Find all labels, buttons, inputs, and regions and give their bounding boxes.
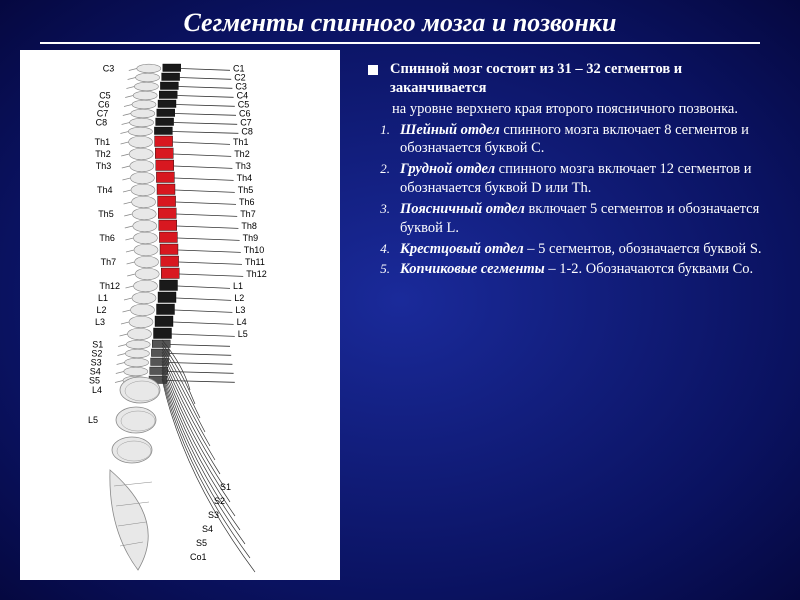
svg-text:L3: L3 — [95, 317, 105, 327]
svg-text:L2: L2 — [97, 305, 107, 315]
bullet-text: Спинной мозг состоит из 31 – 32 сегменто… — [390, 60, 776, 98]
spine-svg: C1C3C2C3C4C5C5C6C6C7C7C8C8Th1Th1Th2Th2Th… — [20, 50, 340, 580]
item-text: Крестцовый отдел – 5 сегментов, обознача… — [400, 240, 776, 259]
plain-para: на уровне верхнего края второго поясничн… — [392, 100, 776, 119]
svg-text:Th7: Th7 — [240, 209, 256, 219]
text-panel: Спинной мозг состоит из 31 – 32 сегменто… — [340, 50, 800, 590]
list-item: 2. Грудной отдел спинного мозга включает … — [368, 160, 776, 198]
list-item: 5. Копчиковые сегменты – 1-2. Обозначаютс… — [368, 260, 776, 279]
svg-text:Th9: Th9 — [243, 233, 259, 243]
svg-text:Th6: Th6 — [99, 233, 115, 243]
item-text: Копчиковые сегменты – 1-2. Обозначаются … — [400, 260, 776, 279]
item-number: 3. — [368, 200, 390, 238]
list-item: 3. Поясничный отдел включает 5 сегментов … — [368, 200, 776, 238]
svg-text:C3: C3 — [103, 64, 115, 74]
item-number: 1. — [368, 121, 390, 159]
svg-text:Th3: Th3 — [96, 161, 112, 171]
page-title: Сегменты спинного мозга и позвонки — [0, 0, 800, 42]
svg-text:C8: C8 — [241, 127, 253, 137]
list-item: 1. Шейный отдел спинного мозга включает 8… — [368, 121, 776, 159]
svg-text:L2: L2 — [234, 293, 244, 303]
item-lead: Копчиковые сегменты — [400, 261, 545, 277]
svg-text:L4: L4 — [237, 317, 247, 327]
bullet-bold2: заканчивается — [390, 80, 486, 96]
svg-text:S5: S5 — [196, 538, 207, 548]
svg-text:Th1: Th1 — [233, 137, 249, 147]
spine-diagram: C1C3C2C3C4C5C5C6C6C7C7C8C8Th1Th1Th2Th2Th… — [20, 50, 340, 580]
bullet-intro: Спинной мозг состоит из 31 – 32 сегменто… — [368, 60, 776, 98]
svg-text:Th4: Th4 — [97, 185, 113, 195]
svg-text:Th6: Th6 — [239, 197, 255, 207]
svg-text:S4: S4 — [202, 524, 213, 534]
svg-text:Th4: Th4 — [237, 173, 253, 183]
svg-text:Th12: Th12 — [100, 281, 121, 291]
item-rest: – 5 сегментов, обозначается буквой S. — [524, 241, 762, 257]
svg-text:L1: L1 — [233, 281, 243, 291]
svg-text:L5: L5 — [88, 415, 98, 425]
svg-text:Th7: Th7 — [101, 257, 117, 267]
svg-text:Th1: Th1 — [95, 137, 111, 147]
svg-text:S5: S5 — [89, 376, 100, 386]
item-rest: – 1-2. Обозначаются буквами Со. — [545, 261, 753, 277]
svg-text:Th11: Th11 — [245, 257, 265, 267]
svg-text:C8: C8 — [96, 118, 108, 128]
item-text: Шейный отдел спинного мозга включает 8 с… — [400, 121, 776, 159]
title-underline — [40, 42, 760, 44]
svg-text:Th2: Th2 — [95, 149, 111, 159]
svg-text:L3: L3 — [235, 305, 245, 315]
svg-text:L5: L5 — [238, 329, 248, 339]
numbered-list: 1. Шейный отдел спинного мозга включает 8… — [368, 121, 776, 280]
svg-text:Th5: Th5 — [98, 209, 114, 219]
bullet-bold1: Спинной мозг состоит из 31 – 32 сегменто… — [390, 61, 682, 77]
svg-text:Th2: Th2 — [234, 149, 250, 159]
item-lead: Грудной отдел — [400, 161, 495, 177]
item-text: Поясничный отдел включает 5 сегментов и … — [400, 200, 776, 238]
svg-text:S1: S1 — [220, 482, 231, 492]
svg-text:L1: L1 — [98, 293, 108, 303]
svg-text:S3: S3 — [208, 510, 219, 520]
item-number: 2. — [368, 160, 390, 198]
item-text: Грудной отдел спинного мозга включает 12… — [400, 160, 776, 198]
svg-text:Th8: Th8 — [241, 221, 257, 231]
svg-text:Th3: Th3 — [235, 161, 251, 171]
bullet-icon — [368, 65, 378, 75]
svg-text:Th10: Th10 — [244, 245, 265, 255]
list-item: 4. Крестцовый отдел – 5 сегментов, обозна… — [368, 240, 776, 259]
item-number: 4. — [368, 240, 390, 259]
svg-text:Co1: Co1 — [190, 552, 207, 562]
svg-text:Th5: Th5 — [238, 185, 254, 195]
item-lead: Крестцовый отдел — [400, 241, 524, 257]
item-lead: Шейный отдел — [400, 122, 500, 138]
content-row: C1C3C2C3C4C5C5C6C6C7C7C8C8Th1Th1Th2Th2Th… — [0, 50, 800, 590]
item-lead: Поясничный отдел — [400, 201, 525, 217]
svg-text:L4: L4 — [92, 385, 102, 395]
item-number: 5. — [368, 260, 390, 279]
svg-text:Th12: Th12 — [246, 269, 267, 279]
svg-text:S2: S2 — [214, 496, 225, 506]
